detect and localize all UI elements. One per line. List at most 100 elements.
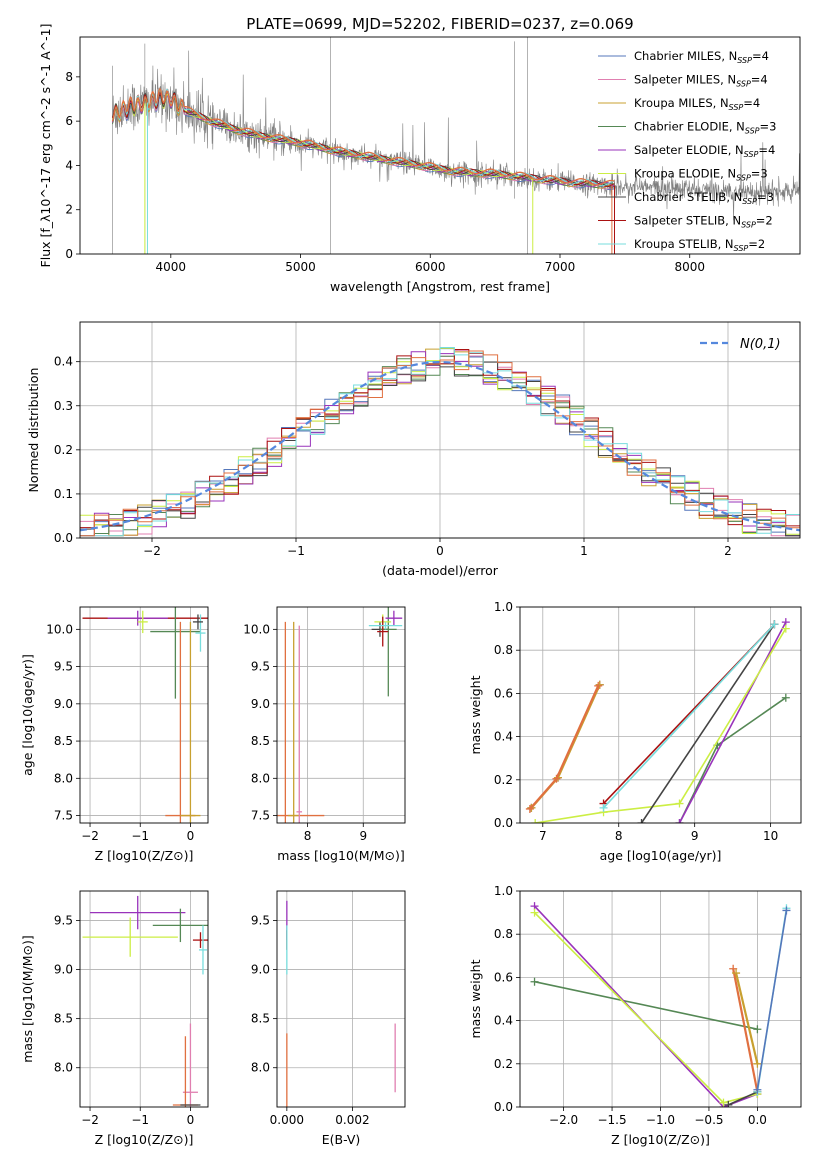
normal-curve <box>80 360 800 532</box>
y-tick-label: 4 <box>65 158 73 172</box>
model-spectrum-kroupa-stelib <box>111 88 615 187</box>
x-axis-label: E(B-V) <box>322 1132 361 1147</box>
y-tick-label: 1.0 <box>494 884 513 898</box>
y-axis-label: age [log10(age/yr)] <box>20 654 35 776</box>
y-tick-label: 0.0 <box>494 1100 513 1114</box>
y-tick-label: 9.5 <box>54 913 73 927</box>
weight-marker <box>530 908 539 917</box>
plot-area-weight-Z <box>530 902 791 1107</box>
panel-residuals: −2 −1 0 1 2 0.0 0.1 0.2 0.3 0.4 (data-model)/error… <box>26 321 801 578</box>
y-tick-label: 0.2 <box>494 773 513 787</box>
errorbar-point <box>288 621 300 823</box>
errorbar-point <box>192 614 203 630</box>
y-tick-label: 0.0 <box>54 531 73 545</box>
weight-marker <box>531 819 540 823</box>
x-tick-label: −0.5 <box>694 1113 723 1127</box>
errorbar-point <box>150 607 201 699</box>
y-tick-label: 9.5 <box>251 660 270 674</box>
axes-frame <box>519 606 802 824</box>
legend-entry: Salpeter ELODIE, NSSP=4 <box>634 143 775 159</box>
errorbar-point <box>377 616 389 647</box>
legend-entry: Chabrier STELIB, NSSP=3 <box>634 190 774 206</box>
axes-frame <box>79 890 209 1108</box>
errorbar-point <box>195 614 206 652</box>
y-tick-label: 8.0 <box>54 771 73 785</box>
x-tick-label: 6000 <box>415 260 446 274</box>
y-tick-label: 8.5 <box>251 734 270 748</box>
legend-entry: N(0,1) <box>740 337 781 352</box>
x-tick-label: −1 <box>131 829 149 843</box>
weight-series-kroupa-miles <box>735 972 759 1065</box>
figure-title: PLATE=0699, MJD=52202, FIBERID=0237, z=0… <box>246 15 633 33</box>
y-tick-label: 8.5 <box>54 1012 73 1026</box>
y-tick-label: 0.2 <box>54 443 73 457</box>
y-tick-label: 8.0 <box>251 1061 270 1075</box>
y-axis-label: mass weight <box>468 675 483 754</box>
errorbar-point <box>180 621 201 823</box>
y-axis-label: mass weight <box>468 959 483 1038</box>
residual-histogram <box>80 350 800 537</box>
weight-marker <box>637 819 646 823</box>
y-tick-label: 10.0 <box>243 622 270 636</box>
y-tick-label: 7.5 <box>251 809 270 823</box>
x-tick-label: 4000 <box>156 260 187 274</box>
y-tick-label: 8.5 <box>251 1012 270 1026</box>
x-tick-label: 7 <box>539 829 547 843</box>
legend-entry: Chabrier MILES, NSSP=4 <box>634 49 769 65</box>
x-tick-label: 0 <box>436 544 444 558</box>
y-tick-label: 0.8 <box>494 643 513 657</box>
legend-entry: Kroupa ELODIE, NSSP=3 <box>634 167 768 183</box>
y-tick-label: 10.0 <box>46 622 73 636</box>
y-tick-label: 9.0 <box>251 963 270 977</box>
legend-entry: Kroupa STELIB, NSSP=2 <box>634 237 765 253</box>
errorbar-point <box>198 925 207 975</box>
weight-series-kroupa-elodie <box>535 628 787 823</box>
y-tick-label: 8.5 <box>54 734 73 748</box>
y-tick-label: 0.3 <box>54 399 73 413</box>
legend-entry: Salpeter STELIB, NSSP=2 <box>634 214 773 230</box>
weight-marker <box>770 620 779 629</box>
errorbar-point <box>296 625 303 823</box>
panel-age-Z: −2 −1 0 7.5 8.0 8.5 9.0 9.5 10.0 Z [log10(Z/Z⊙)] a… <box>20 606 209 863</box>
spectrum-legend: Chabrier MILES, NSSP=4 Salpeter MILES, NS… <box>598 49 776 253</box>
weight-series-highlight <box>732 968 759 1093</box>
weight-series-salpeter-elodie <box>533 905 758 1107</box>
x-tick-label: −2.0 <box>549 1113 578 1127</box>
x-tick-label: 8 <box>304 829 312 843</box>
y-tick-label: 0.4 <box>54 355 73 369</box>
x-tick-label: 2 <box>724 544 732 558</box>
panel-age-mass: 8 9 7.5 8.0 8.5 9.0 9.5 10.0 mass [log10(M/M⊙)] <box>243 606 406 863</box>
model-spectrum-salpeter-stelib <box>111 88 615 187</box>
model-spectrum-kroupa-elodie <box>111 92 522 179</box>
plot-area-age-mass <box>277 607 403 823</box>
legend-entry: Chabrier ELODIE, NSSP=3 <box>634 120 776 136</box>
x-axis-label: age [log10(age/yr)] <box>600 848 722 863</box>
weight-marker <box>595 680 604 689</box>
y-tick-label: 0.6 <box>494 686 513 700</box>
y-tick-label: 8 <box>65 70 73 84</box>
y-tick-label: 7.5 <box>54 809 73 823</box>
residual-histogram <box>80 347 800 537</box>
weight-marker <box>782 906 791 915</box>
panel-spectrum: 4000 5000 6000 7000 8000 0 2 4 6 8 wavelength [Ang… <box>38 24 801 294</box>
axes-frame <box>79 606 209 824</box>
x-tick-label: −1 <box>131 1113 149 1127</box>
x-tick-label: 7000 <box>545 260 576 274</box>
x-tick-label: 0.0 <box>748 1113 767 1127</box>
errorbar-point <box>368 621 403 630</box>
y-tick-label: 9.0 <box>54 963 73 977</box>
y-tick-label: 0.2 <box>494 1057 513 1071</box>
y-tick-label: 0.1 <box>54 487 73 501</box>
errorbar-point <box>152 908 208 943</box>
panel-mass-EBV: 0.000 0.002 8.0 8.5 9.0 9.5 E(B-V) <box>251 890 406 1147</box>
x-tick-label: 5000 <box>285 260 316 274</box>
weight-marker <box>729 964 738 973</box>
axes-frame <box>276 606 406 824</box>
y-tick-label: 8.0 <box>251 771 270 785</box>
errorbar-point <box>82 917 178 957</box>
y-tick-label: 0.8 <box>494 927 513 941</box>
legend-entry: Kroupa MILES, NSSP=4 <box>634 96 760 112</box>
weight-marker <box>781 624 790 633</box>
x-tick-label: −1.5 <box>597 1113 626 1127</box>
y-axis-label: Flux [f_λ10^-17 erg cm^-2 s^-1 A^-1] <box>38 24 53 268</box>
